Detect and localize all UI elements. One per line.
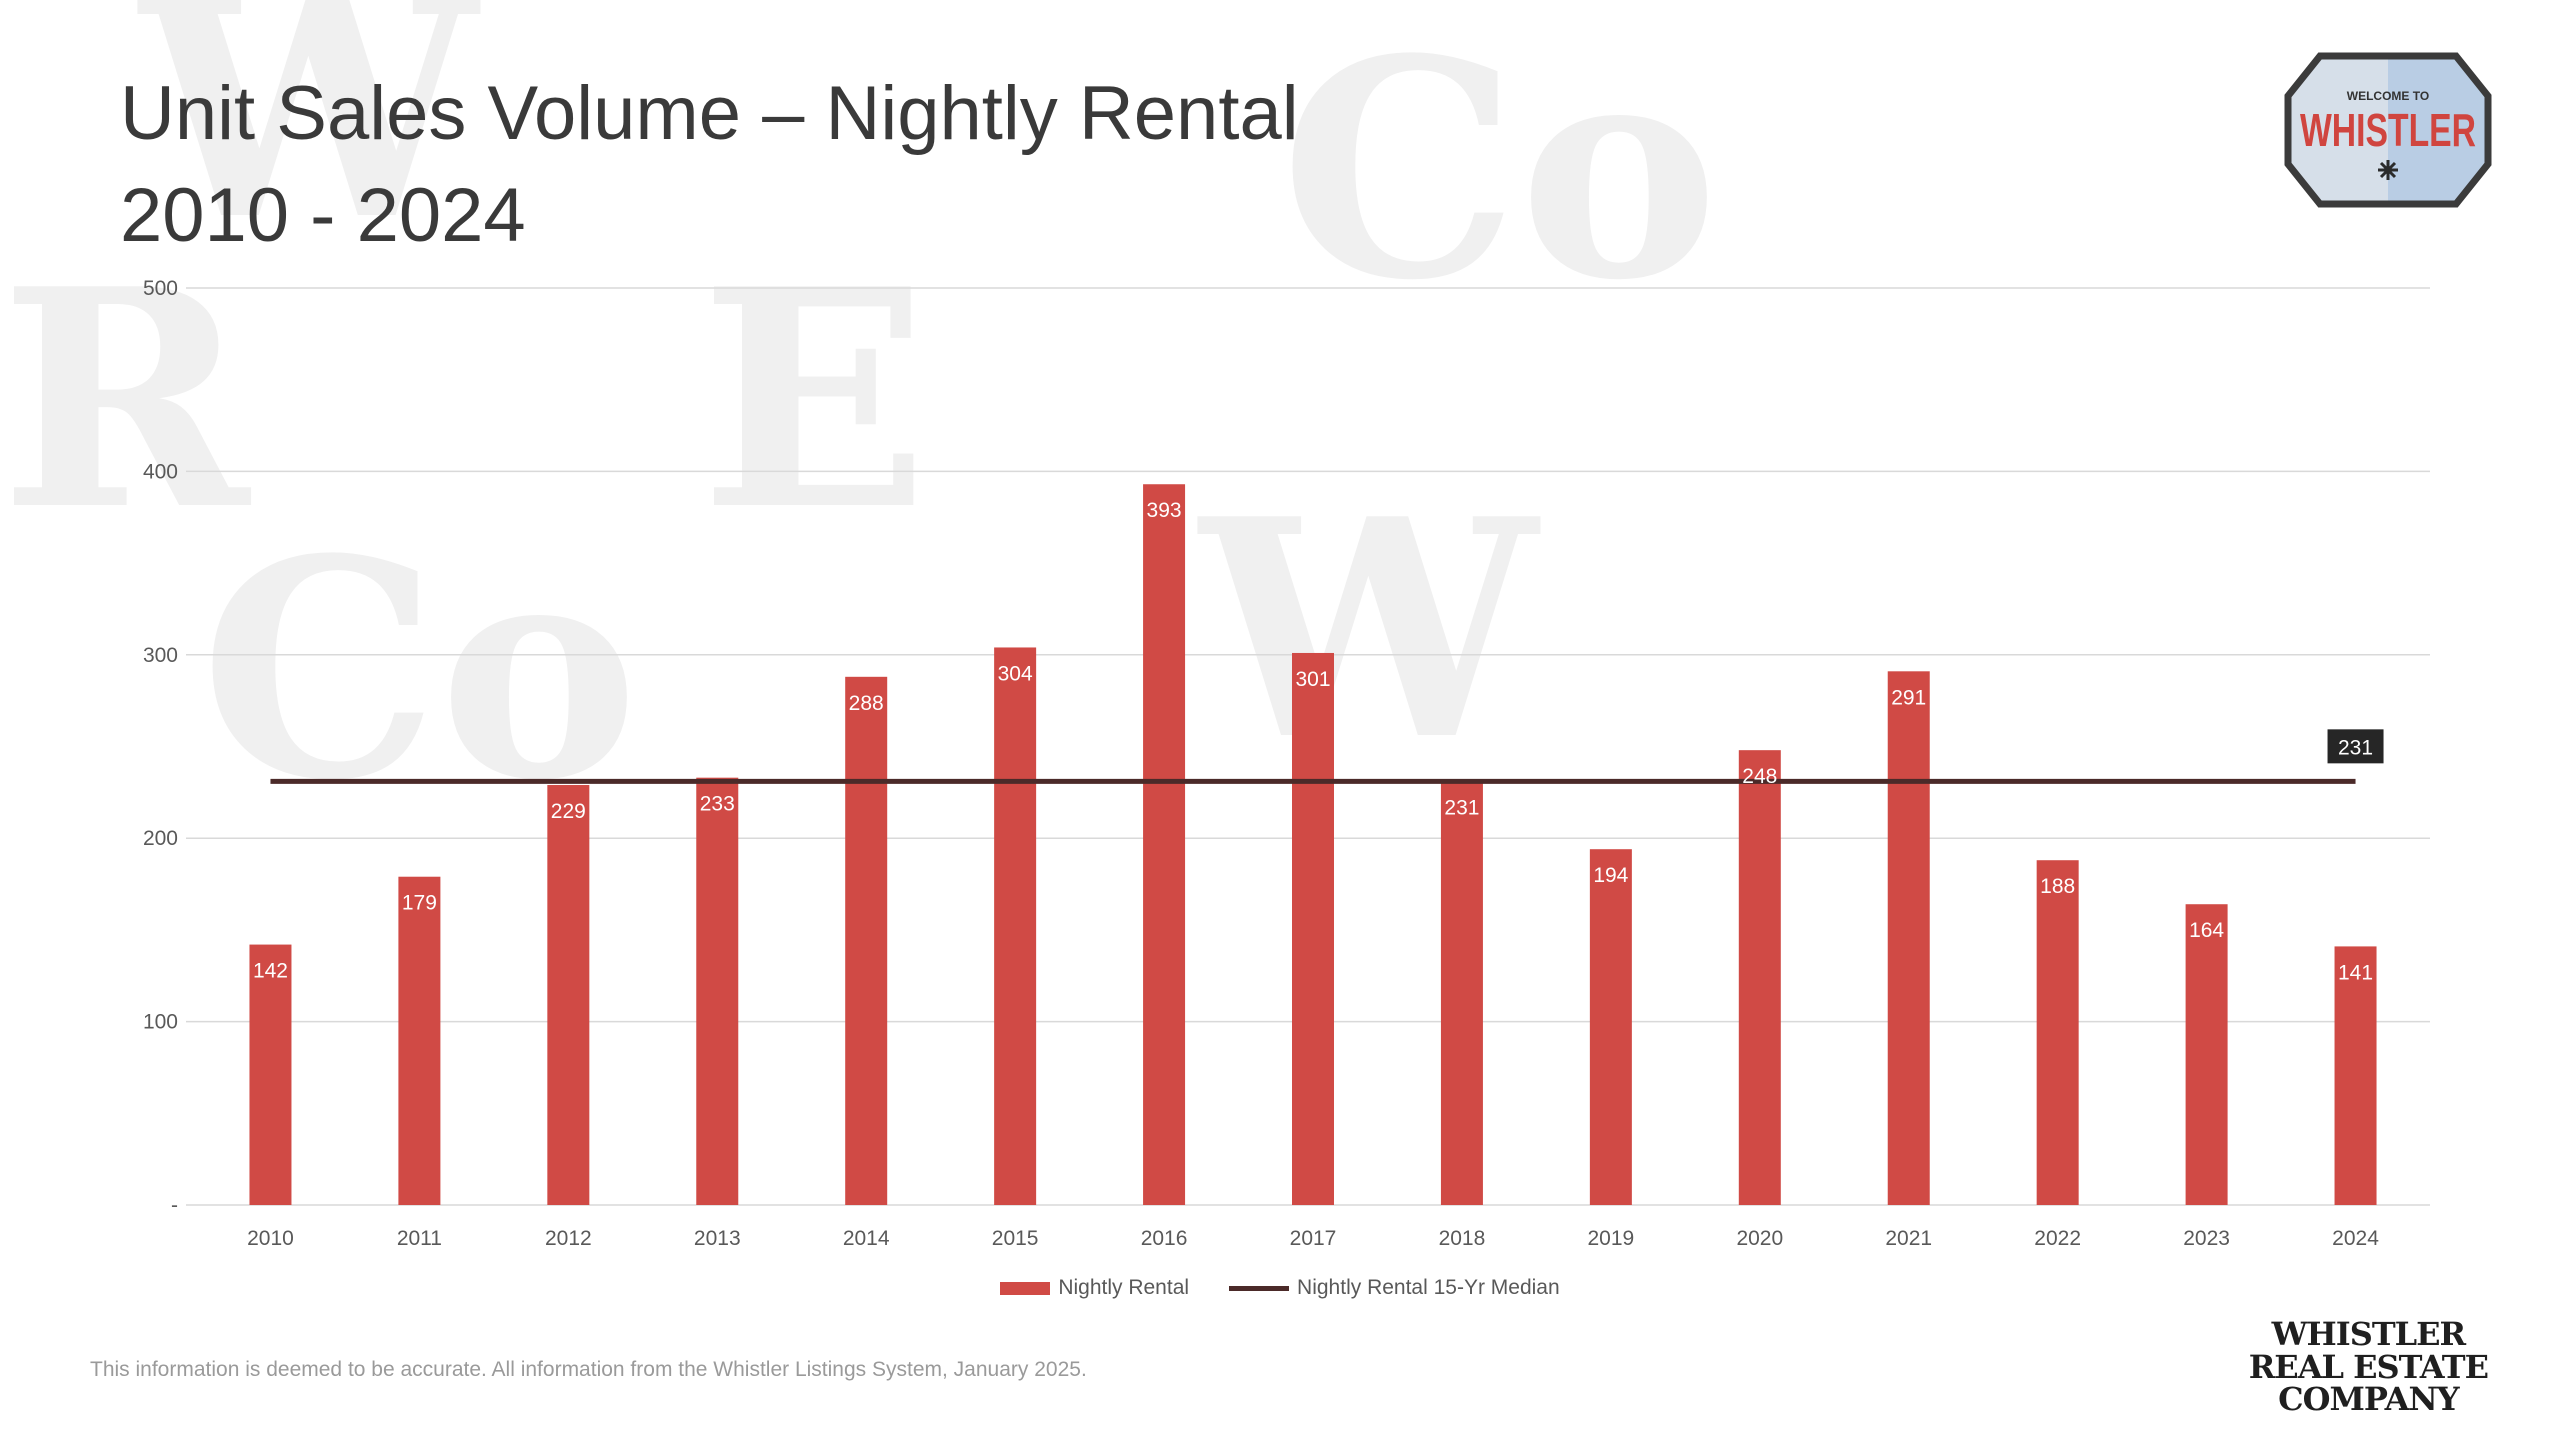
data-label: 291 [1891, 686, 1926, 709]
chart-subtitle: 2010 - 2024 [120, 173, 526, 258]
x-tick-label: 2013 [694, 1227, 741, 1250]
x-tick-label: 2023 [2183, 1227, 2230, 1250]
median-label-box [2327, 729, 2384, 764]
data-label: 188 [2040, 875, 2075, 898]
logo-badge-border [2284, 52, 2492, 208]
legend: Nightly Rental Nightly Rental 15-Yr Medi… [0, 1276, 2560, 1300]
data-label: 141 [2338, 961, 2373, 984]
x-tick-label: 2019 [1588, 1227, 1635, 1250]
x-tick-label: 2018 [1439, 1227, 1486, 1250]
bars [249, 484, 2377, 1205]
company-logo-line: COMPANY [2278, 1380, 2459, 1419]
x-tick-label: 2017 [1290, 1227, 1337, 1250]
bar [1738, 750, 1781, 1205]
bar [1589, 849, 1632, 1205]
legend-label: Nightly Rental [1058, 1276, 1190, 1299]
logo-starburst-icon [2378, 160, 2398, 180]
data-label: 301 [1295, 668, 1330, 691]
data-label: 164 [2189, 919, 2224, 942]
company-logo-line: WHISTLER [2271, 1315, 2467, 1353]
x-tick-label: 2020 [1736, 1227, 1783, 1250]
x-tick-label: 2024 [2332, 1227, 2379, 1250]
company-logo-line: REAL ESTATE [2248, 1347, 2489, 1386]
data-labels: 142 179 229 233 288 304 393 301 231 194 248 291 188 1… [253, 499, 2373, 984]
data-label: 142 [253, 960, 288, 983]
data-label: 393 [1147, 499, 1182, 522]
bar [398, 876, 441, 1205]
y-tick-label: - [171, 1194, 178, 1217]
bar [547, 785, 590, 1205]
x-tick-label: 2021 [1885, 1227, 1932, 1250]
x-tick-label: 2022 [2034, 1227, 2081, 1250]
bar [2036, 860, 2079, 1205]
data-label: 231 [1444, 796, 1479, 819]
y-tick-label: 500 [143, 277, 178, 300]
logo-badge-right [2388, 56, 2488, 204]
bar [696, 777, 739, 1205]
footnote: This information is deemed to be accurat… [90, 1358, 1087, 1381]
median-line-group: 231 [270, 729, 2384, 784]
bar [2185, 904, 2228, 1205]
bar [1292, 652, 1334, 1205]
bar [1143, 484, 1186, 1205]
legend-swatch-line [1229, 1285, 1290, 1291]
y-tick-label: 300 [143, 644, 178, 667]
y-tick-label: 200 [143, 827, 178, 850]
bar [845, 676, 888, 1205]
bar [1440, 781, 1483, 1205]
legend-label: Nightly Rental 15-Yr Median [1297, 1276, 1560, 1299]
median-label: 231 [2338, 736, 2373, 759]
x-tick-label: 2015 [992, 1227, 1039, 1250]
data-label: 304 [998, 662, 1033, 685]
logo-big-text: WHISTLER [2300, 104, 2476, 156]
bar [249, 944, 292, 1205]
x-tick-label: 2012 [545, 1227, 592, 1250]
x-tick-label: 2011 [397, 1227, 442, 1250]
bar [994, 647, 1037, 1205]
x-tick-label: 2016 [1141, 1227, 1188, 1250]
bar [2334, 946, 2377, 1205]
data-label: 194 [1593, 864, 1628, 887]
x-tick-label: 2010 [247, 1227, 294, 1250]
legend-swatch-bar [1000, 1281, 1051, 1295]
welcome-to-whistler-logo: WELCOME TO WHISTLER [2284, 52, 2492, 208]
data-label: 229 [551, 800, 586, 823]
bar [1887, 671, 1930, 1205]
legend-item-nightly-rental: Nightly Rental [1000, 1276, 1189, 1300]
y-axis: - 100 200 300 400 500 [143, 277, 178, 1217]
y-tick-label: 100 [143, 1011, 178, 1034]
whistler-real-estate-company-logo: WHISTLER REAL ESTATE COMPANY [2248, 1315, 2489, 1419]
chart-title: Unit Sales Volume – Nightly Rental [120, 71, 1299, 156]
x-tick-label: 2014 [843, 1227, 890, 1250]
logo-small-text: WELCOME TO [2347, 89, 2429, 103]
data-label: 233 [700, 793, 735, 816]
data-label: 179 [402, 892, 437, 915]
logo-badge-left [2288, 56, 2388, 204]
data-label: 248 [1742, 765, 1777, 788]
legend-item-median: Nightly Rental 15-Yr Median [1229, 1276, 1560, 1300]
x-axis: 2010 2011 2012 2013 2014 2015 2016 2017 2018 2019… [247, 1227, 2379, 1250]
data-label: 288 [849, 692, 884, 715]
y-tick-label: 400 [143, 460, 178, 483]
